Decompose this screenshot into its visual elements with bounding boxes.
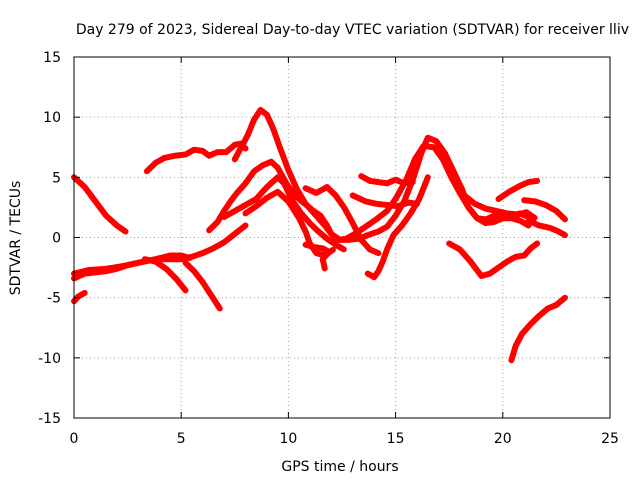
axis-ticks bbox=[73, 56, 611, 419]
series-track-14-core bbox=[359, 174, 415, 185]
series-track-21-core bbox=[527, 219, 567, 237]
series-track-05-core bbox=[143, 257, 187, 292]
series-track-11-core bbox=[244, 190, 335, 257]
series-track-10-core bbox=[222, 175, 346, 251]
series-track-18-core bbox=[462, 193, 537, 220]
chart-title: Day 279 of 2023, Sidereal Day-to-day VTE… bbox=[76, 22, 629, 38]
y-tick-label: 0 bbox=[52, 231, 61, 247]
series-track-13-core bbox=[304, 185, 380, 255]
y-tick-label: -10 bbox=[38, 351, 61, 367]
data-series bbox=[71, 106, 568, 364]
y-tick-label: -5 bbox=[47, 291, 61, 307]
y-tick-label: -15 bbox=[38, 411, 61, 427]
y-tick-label: 5 bbox=[52, 170, 61, 186]
series-track-02-core bbox=[72, 291, 87, 303]
series-track-22-core bbox=[509, 296, 567, 362]
series-track-06-core bbox=[184, 261, 222, 310]
y-axis-label: SDTVAR / TECUs bbox=[8, 181, 24, 296]
series-track-12-core bbox=[304, 243, 331, 271]
x-tick-label: 25 bbox=[601, 431, 619, 447]
y-tick-label: 15 bbox=[43, 50, 61, 66]
series-track-22 bbox=[508, 294, 568, 364]
x-tick-label: 20 bbox=[494, 431, 512, 447]
series-track-04-core bbox=[72, 254, 192, 276]
x-axis-label: GPS time / hours bbox=[281, 459, 398, 475]
series-track-15-core bbox=[351, 193, 419, 208]
series-track-16-core bbox=[366, 175, 430, 279]
series-track-17-core bbox=[447, 242, 539, 278]
x-tick-label: 0 bbox=[70, 431, 79, 447]
series-track-20-core bbox=[522, 198, 567, 221]
series-track-09-core bbox=[207, 144, 530, 242]
series-track-05 bbox=[141, 256, 189, 294]
series-track-07-core bbox=[145, 142, 247, 173]
series-track-01-core bbox=[72, 175, 127, 233]
series-track-19-core bbox=[497, 179, 539, 201]
x-tick-label: 5 bbox=[177, 431, 186, 447]
tick-labels: 0 5 10 15 20 25 -15 -10 -5 0 5 10 15 bbox=[38, 50, 619, 447]
x-tick-label: 15 bbox=[387, 431, 405, 447]
y-tick-label: 10 bbox=[43, 110, 61, 126]
x-tick-label: 10 bbox=[279, 431, 297, 447]
